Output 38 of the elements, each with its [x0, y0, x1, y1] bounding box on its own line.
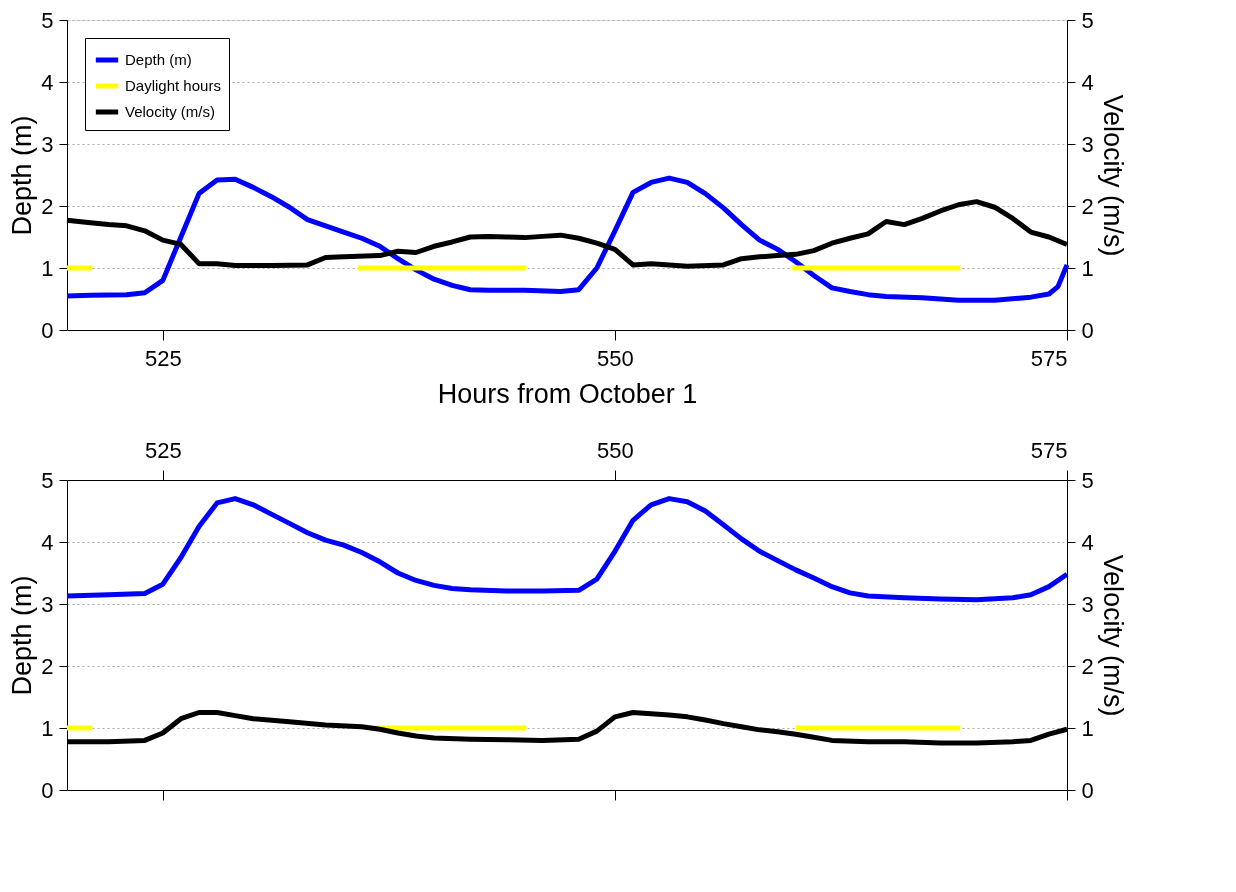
y2-tick-label: 3 — [1081, 591, 1094, 617]
y-tick-label: 3 — [41, 591, 54, 617]
x2-tick-label: 525 — [144, 437, 182, 463]
y2-tick-label: 4 — [1081, 69, 1094, 95]
y2-tick-label: 5 — [1081, 467, 1094, 493]
legend-label: Depth (m) — [125, 51, 192, 68]
y-tick-label: 2 — [41, 193, 54, 219]
legend-label: Daylight hours — [125, 77, 221, 94]
y-axis-title: Depth (m) — [7, 115, 38, 236]
x-tick-label: 525 — [144, 345, 182, 371]
y-tick-label: 4 — [41, 529, 54, 555]
y2-tick-label: 2 — [1081, 653, 1094, 679]
y2-axis-title: Velocity (m/s) — [1097, 554, 1128, 717]
y-axis-title: Depth (m) — [7, 575, 38, 696]
y2-tick-label: 3 — [1081, 131, 1094, 157]
y2-axis-title: Velocity (m/s) — [1097, 94, 1128, 257]
legend-label: Velocity (m/s) — [125, 103, 216, 120]
y2-tick-label: 1 — [1081, 715, 1094, 741]
y2-tick-label: 4 — [1081, 529, 1094, 555]
y-tick-label: 0 — [41, 777, 54, 803]
y-tick-label: 5 — [41, 467, 54, 493]
y-tick-label: 3 — [41, 131, 54, 157]
y-tick-label: 0 — [41, 317, 54, 343]
y-tick-label: 4 — [41, 69, 54, 95]
x2-tick-label: 575 — [1030, 437, 1068, 463]
y2-tick-label: 5 — [1081, 7, 1094, 33]
x2-tick-label: 550 — [597, 437, 634, 463]
y-tick-label: 5 — [41, 7, 54, 33]
y-tick-label: 2 — [41, 653, 54, 679]
x-tick-label: 575 — [1030, 345, 1068, 371]
y2-tick-label: 0 — [1081, 777, 1094, 803]
y2-tick-label: 2 — [1081, 193, 1094, 219]
y2-tick-label: 1 — [1081, 255, 1094, 281]
y-tick-label: 1 — [41, 255, 54, 281]
y-tick-label: 1 — [41, 715, 54, 741]
x-axis-title: Hours from October 1 — [437, 378, 698, 409]
x-tick-label: 550 — [597, 345, 634, 371]
y2-tick-label: 0 — [1081, 317, 1094, 343]
